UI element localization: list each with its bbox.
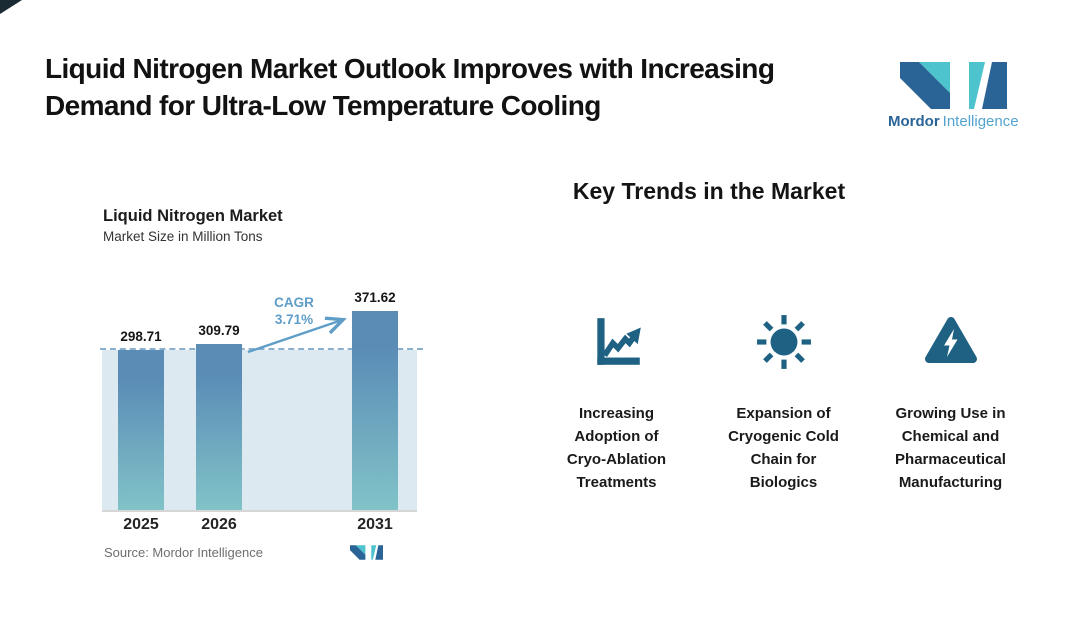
page-title: Liquid Nitrogen Market Outlook Improves … [45, 53, 775, 121]
trend-label: Expansion of Cryogenic Cold Chain for Bi… [728, 405, 839, 491]
mordor-mini-logo-icon [350, 545, 383, 565]
logo-text: Mordor Intelligence [888, 113, 1019, 130]
corner-mark [0, 0, 22, 14]
chart-subtitle: Market Size in Million Tons [103, 229, 263, 244]
logo-text-intelligence: Intelligence [942, 113, 1019, 130]
growth-chart-icon [588, 308, 646, 376]
bar-2031 [352, 311, 398, 510]
bar-chart: 298.71 2025 309.79 2026 371.62 2031 CAGR 3.71% [100, 290, 423, 533]
chart-title: Liquid Nitrogen Market [103, 207, 283, 225]
trend-item: Expansion of Cryogenic Cold Chain for Bi… [700, 308, 867, 494]
cagr-annotation: CAGR 3.71% [274, 295, 314, 327]
bar-2025 [118, 350, 164, 510]
x-axis-label: 2026 [201, 516, 237, 533]
bar-value-label: 298.71 [120, 329, 162, 344]
bar-value-label: 371.62 [354, 290, 396, 305]
warning-bolt-icon [921, 308, 981, 376]
sun-icon [755, 308, 813, 376]
trend-label: Increasing Adoption of Cryo-Ablation Tre… [566, 405, 667, 491]
x-axis-line [102, 510, 417, 512]
mordor-intelligence-logo: Mordor Intelligence [888, 62, 1019, 130]
bar-value-label: 309.79 [198, 323, 240, 338]
trends-row: Increasing Adoption of Cryo-Ablation Tre… [533, 308, 1034, 494]
trend-label: Growing Use in Chemical and Pharmaceutic… [895, 405, 1006, 491]
trends-heading: Key Trends in the Market [572, 178, 846, 204]
trend-item: Growing Use in Chemical and Pharmaceutic… [867, 308, 1034, 494]
x-axis-label: 2031 [357, 516, 393, 533]
bar-2026 [196, 344, 242, 510]
x-axis-label: 2025 [123, 516, 159, 533]
mordor-logo-mark-icon [899, 62, 1007, 109]
logo-text-mordor: Mordor [888, 113, 940, 130]
chart-source: Source: Mordor Intelligence [104, 545, 263, 560]
trend-item: Increasing Adoption of Cryo-Ablation Tre… [533, 308, 700, 494]
